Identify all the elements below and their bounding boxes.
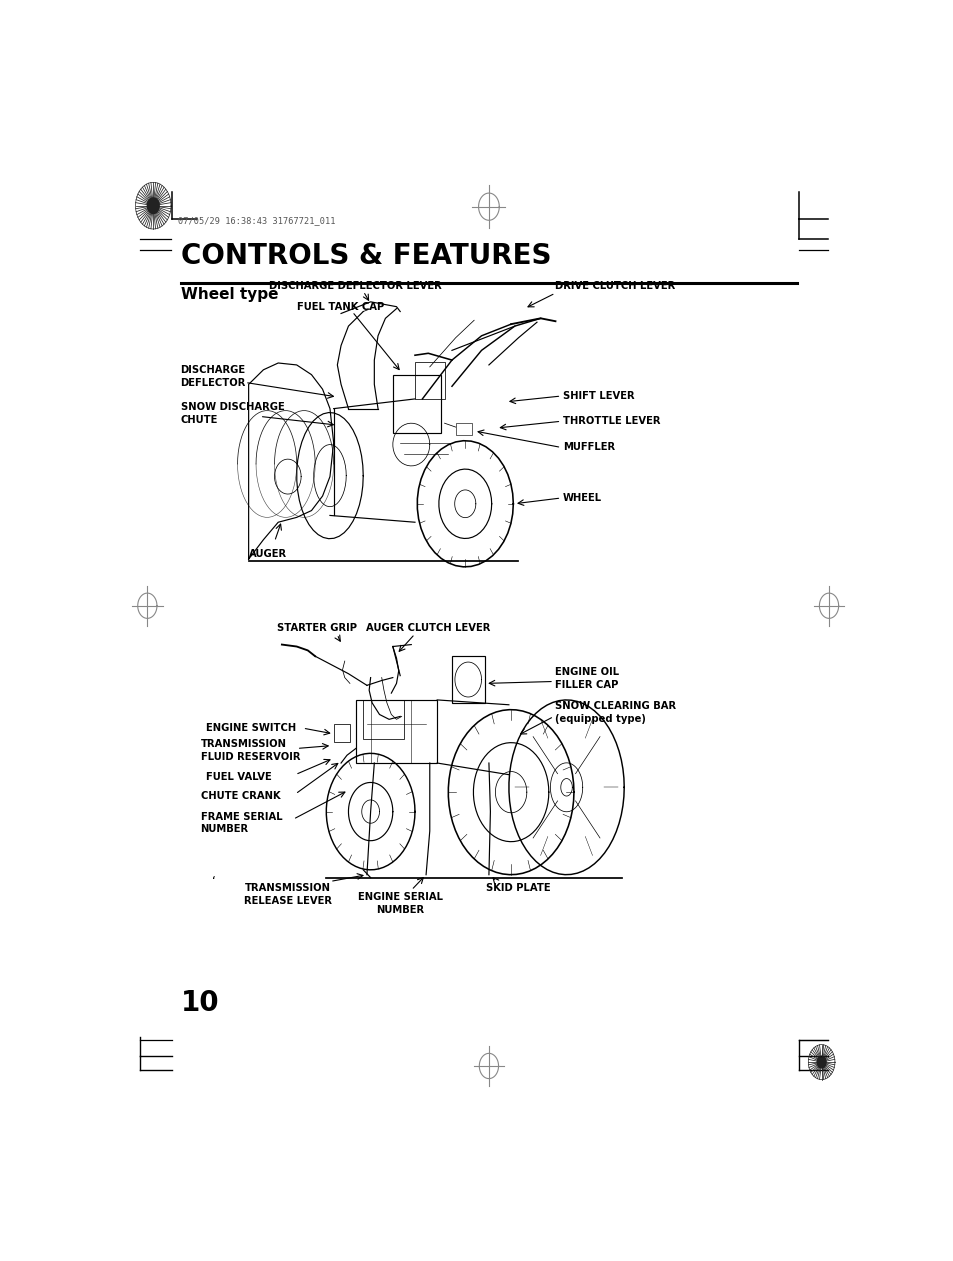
Bar [355, 700, 436, 763]
Text: SNOW DISCHARGE
CHUTE: SNOW DISCHARGE CHUTE [180, 402, 284, 425]
Text: THROTTLE LEVER: THROTTLE LEVER [562, 416, 659, 426]
Text: ENGINE OIL
FILLER CAP: ENGINE OIL FILLER CAP [555, 667, 618, 690]
Text: DISCHARGE DEFLECTOR LEVER: DISCHARGE DEFLECTOR LEVER [269, 281, 442, 291]
Text: Wheel type: Wheel type [180, 286, 278, 301]
Text: ENGINE SERIAL
NUMBER: ENGINE SERIAL NUMBER [357, 893, 442, 914]
Text: AUGER CLUTCH LEVER: AUGER CLUTCH LEVER [366, 623, 490, 633]
Text: DISCHARGE
DEFLECTOR: DISCHARGE DEFLECTOR [180, 366, 246, 388]
Bar [452, 656, 485, 702]
Text: TRANSMISSION
FLUID RESERVOIR: TRANSMISSION FLUID RESERVOIR [200, 739, 300, 762]
Bar [415, 362, 444, 398]
Text: FUEL TANK CAP: FUEL TANK CAP [297, 301, 384, 311]
Text: AUGER: AUGER [249, 550, 287, 560]
Text: DRIVE CLUTCH LEVER: DRIVE CLUTCH LEVER [555, 281, 675, 291]
Text: STARTER GRIP: STARTER GRIP [277, 623, 357, 633]
Text: CHUTE CRANK: CHUTE CRANK [200, 791, 280, 801]
Bar [334, 724, 350, 741]
Bar [393, 375, 440, 433]
Bar [363, 700, 403, 739]
Bar [456, 424, 472, 435]
Text: SKID PLATE: SKID PLATE [486, 884, 550, 894]
Text: 07/05/29 16:38:43 31767721_011: 07/05/29 16:38:43 31767721_011 [178, 216, 335, 224]
Text: ENGINE SWITCH: ENGINE SWITCH [206, 723, 296, 733]
Text: SHIFT LEVER: SHIFT LEVER [562, 391, 634, 401]
Text: TRANSMISSION
RELEASE LEVER: TRANSMISSION RELEASE LEVER [244, 884, 332, 905]
Text: 10: 10 [180, 990, 219, 1018]
Text: ‘: ‘ [212, 875, 215, 888]
Text: SNOW CLEARING BAR
(equipped type): SNOW CLEARING BAR (equipped type) [555, 701, 676, 724]
Text: FUEL VALVE: FUEL VALVE [206, 772, 272, 782]
Polygon shape [817, 1057, 825, 1068]
Polygon shape [147, 198, 159, 213]
Text: FRAME SERIAL
NUMBER: FRAME SERIAL NUMBER [200, 812, 282, 835]
Text: WHEEL: WHEEL [562, 493, 601, 503]
Text: CONTROLS & FEATURES: CONTROLS & FEATURES [180, 242, 551, 270]
Text: MUFFLER: MUFFLER [562, 443, 615, 453]
